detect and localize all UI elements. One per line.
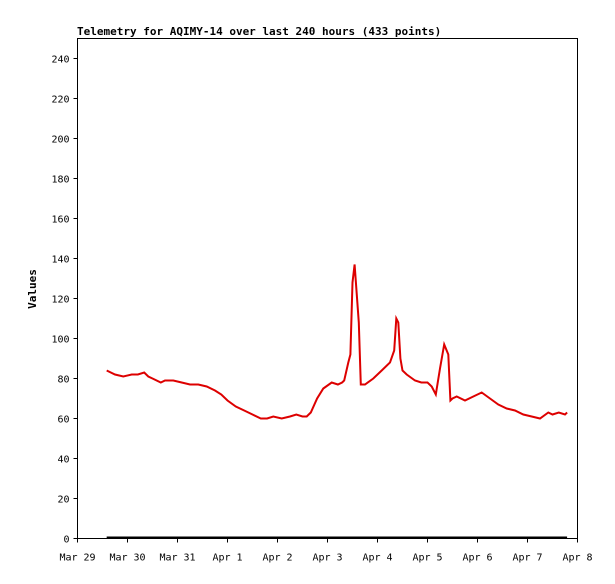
- y-tick-label: 40: [57, 455, 69, 466]
- y-axis: 0 20 40 60 80 100 120 140 160 180 200 220 240: [51, 55, 78, 546]
- y-tick-label: 60: [57, 415, 69, 426]
- plot-area-frame: [77, 38, 578, 539]
- y-tick-label: 20: [57, 495, 69, 506]
- y-tick-label: 220: [51, 95, 69, 106]
- y-tick-label: 240: [51, 55, 69, 66]
- y-tick-label: 80: [57, 375, 69, 386]
- y-tick-label: 200: [51, 135, 69, 146]
- x-tick-label: Apr 5: [412, 553, 442, 564]
- chart-title: Telemetry for AQIMY-14 over last 240 hou…: [77, 25, 441, 38]
- x-tick-label: Apr 4: [362, 553, 392, 564]
- x-tick-label: Mar 29: [59, 553, 95, 564]
- y-tick-label: 100: [51, 335, 69, 346]
- x-tick-label: Apr 7: [512, 553, 542, 564]
- x-tick-label: Mar 30: [109, 553, 145, 564]
- x-tick-label: Mar 31: [159, 553, 195, 564]
- x-tick-label: Apr 6: [462, 553, 492, 564]
- y-tick-label: 160: [51, 215, 69, 226]
- x-tick-label: Apr 2: [262, 553, 292, 564]
- y-axis-label: Values: [26, 269, 39, 309]
- y-tick-label: 0: [63, 535, 69, 546]
- series-line: [106, 264, 568, 420]
- x-tick-label: Apr 3: [312, 553, 342, 564]
- y-tick-label: 140: [51, 255, 69, 266]
- x-tick-label: Apr 8: [562, 553, 592, 564]
- y-tick-label: 120: [51, 295, 69, 306]
- y-tick-label: 180: [51, 175, 69, 186]
- x-axis: Mar 29 Mar 30 Mar 31 Apr 1 Apr 2 Apr 3 Apr 4 Ap…: [59, 538, 593, 564]
- x-tick-label: Apr 1: [212, 553, 242, 564]
